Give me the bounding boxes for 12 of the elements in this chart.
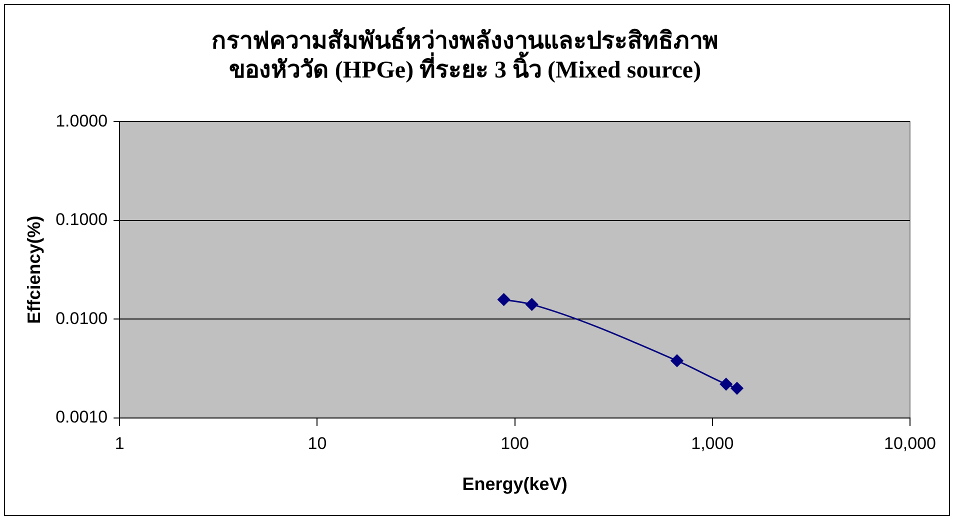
x-tick-label: 1,000 (691, 434, 734, 453)
y-tick-label: 0.0010 (56, 408, 108, 427)
chart-title: กราฟความสัมพันธ์หว่างพลังงานและประสิทธิภาพ ของหัววัด (HPGe) ที่ระยะ 3 นิ้ว (Mixed source) (212, 26, 718, 84)
x-axis-title: Energy(keV) (462, 474, 568, 494)
y-axis-title: Effciency(%) (24, 216, 44, 324)
y-tick-label: 1.0000 (56, 111, 108, 130)
x-tick-label: 100 (500, 434, 529, 453)
y-tick-label: 0.0100 (56, 308, 108, 328)
y-tick-label: 0.1000 (56, 210, 108, 230)
x-tick-label: 10 (308, 434, 327, 453)
x-tick-label: 1 (114, 434, 124, 453)
x-tick-label: 10,000 (884, 434, 936, 453)
